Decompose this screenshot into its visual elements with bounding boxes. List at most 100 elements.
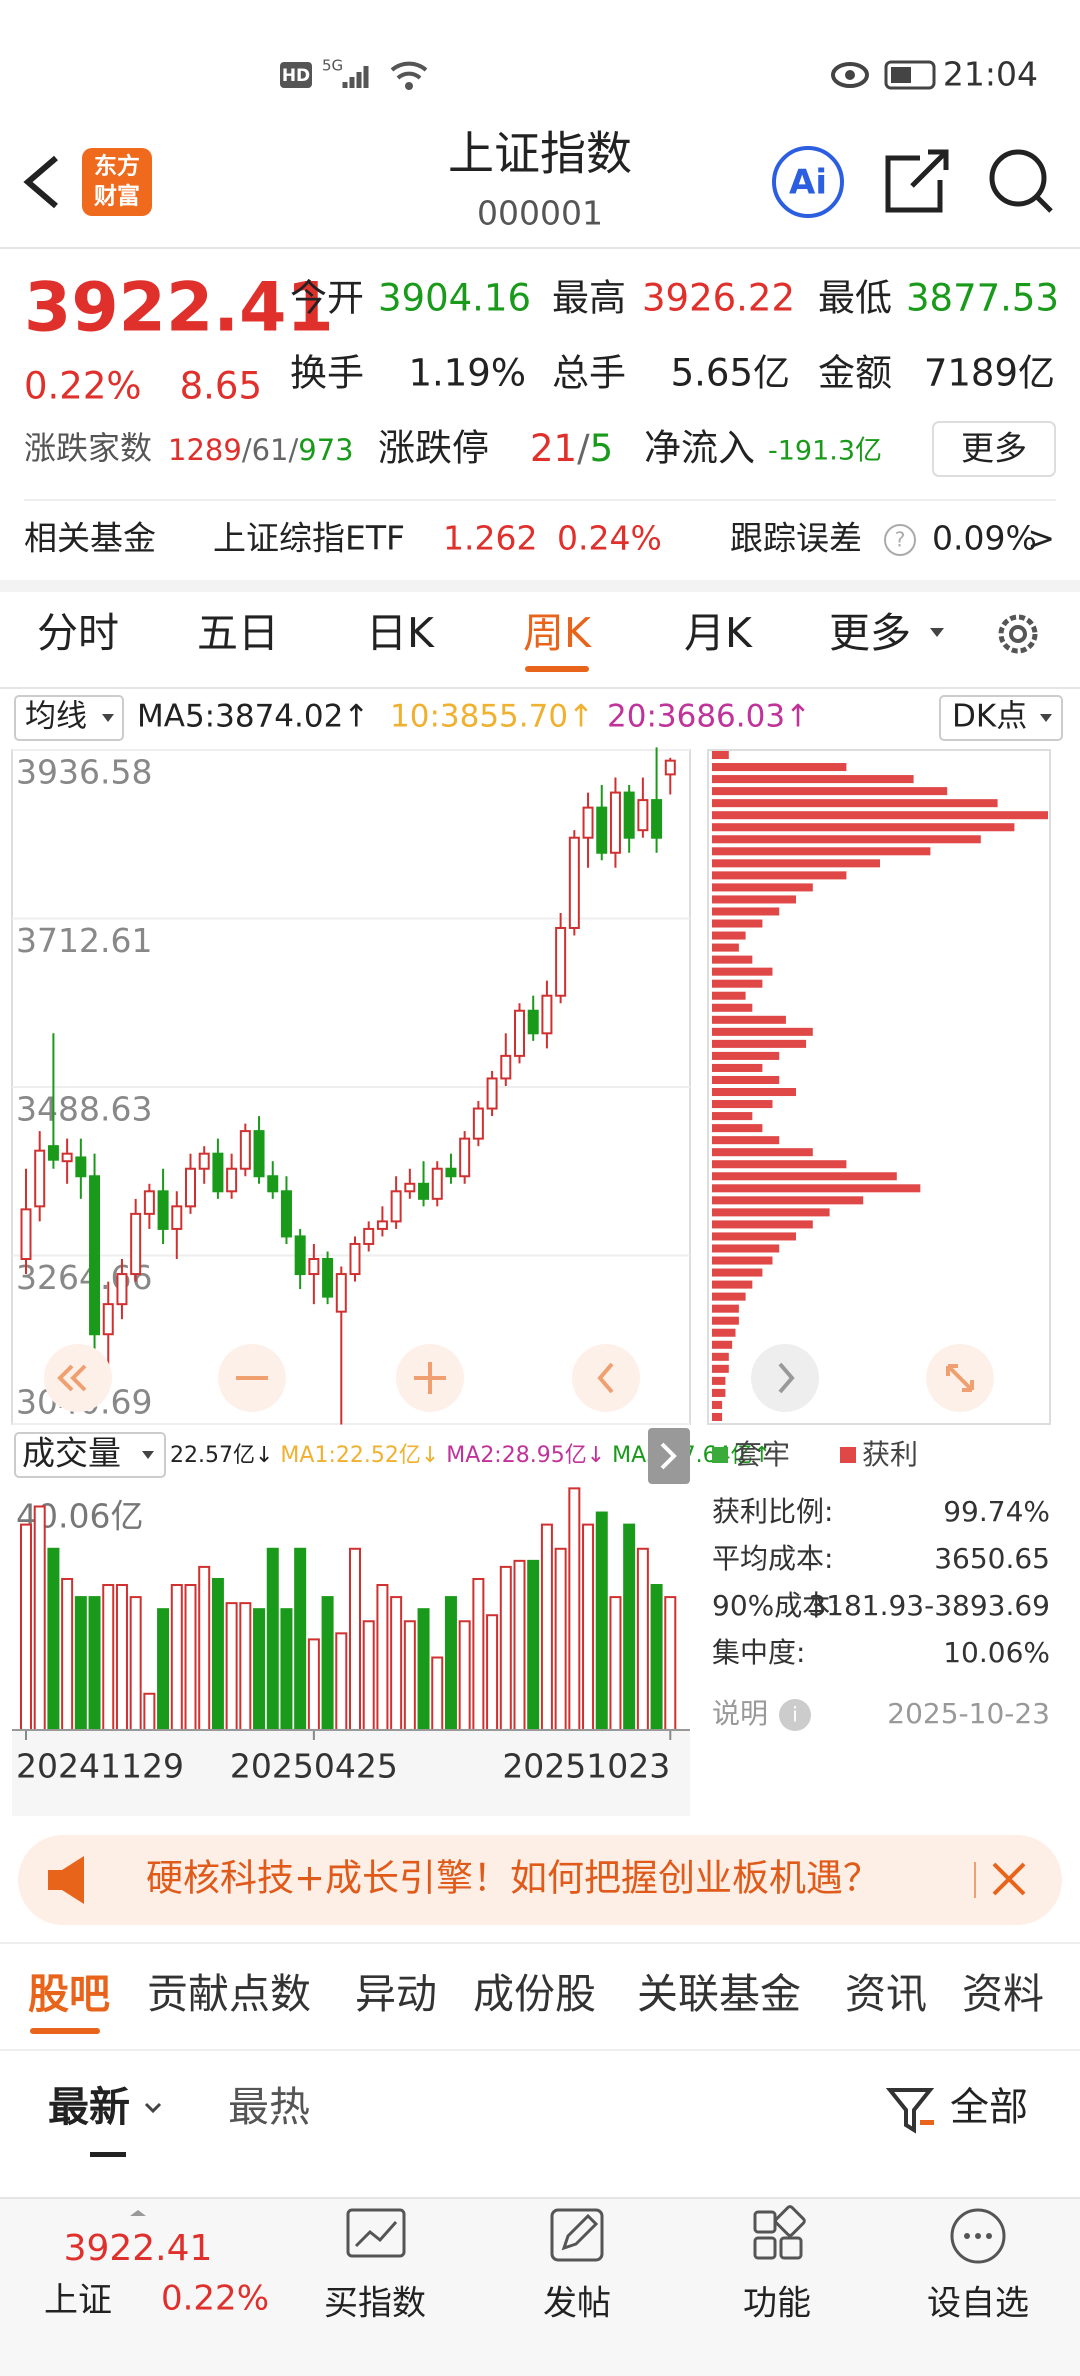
candle-body bbox=[143, 1190, 155, 1215]
sub-tab[interactable]: 资料 bbox=[962, 1970, 1044, 2018]
back[interactable] bbox=[23, 155, 58, 209]
volume-bar bbox=[349, 1547, 361, 1732]
sub-tab[interactable]: 贡献点数 bbox=[147, 1970, 311, 2018]
volume-bar bbox=[650, 1584, 663, 1731]
chip-bar bbox=[712, 1256, 773, 1265]
sub-tab[interactable]: 资讯 bbox=[845, 1970, 927, 2018]
low: 3877.53 bbox=[906, 277, 1059, 320]
candle-body bbox=[623, 791, 635, 839]
stat-label: 集中度: bbox=[712, 1636, 805, 1669]
volume-legend: 22.57亿↓ MA1:22.52亿↓ MA2:28.95亿↓ MA3:27.6… bbox=[170, 1443, 771, 1468]
chip-bar bbox=[712, 751, 729, 760]
tab[interactable]: 日K bbox=[366, 609, 435, 657]
chip-bar bbox=[712, 1328, 736, 1337]
nav-item[interactable]: 发帖 bbox=[543, 2284, 611, 2324]
volume-bar bbox=[266, 1547, 279, 1732]
chip-bar bbox=[712, 1039, 807, 1048]
title: 上证指数 bbox=[448, 127, 632, 181]
chip-bar bbox=[712, 1280, 753, 1289]
button[interactable] bbox=[572, 1344, 640, 1412]
nav-item[interactable]: 买指数 bbox=[324, 2284, 426, 2324]
candle-body bbox=[472, 1107, 484, 1140]
expand[interactable] bbox=[648, 1428, 690, 1484]
chip-bar bbox=[712, 979, 763, 988]
volume-bar bbox=[431, 1656, 444, 1732]
nav-item[interactable]: 功能 bbox=[743, 2284, 811, 2324]
sort-latest[interactable]: 最新 bbox=[48, 2083, 130, 2131]
candle-body bbox=[226, 1167, 238, 1193]
label: 跟踪误差 bbox=[730, 519, 862, 558]
button[interactable] bbox=[751, 1344, 819, 1412]
sub-tab[interactable]: 关联基金 bbox=[637, 1970, 801, 2018]
volume-bar bbox=[157, 1608, 170, 1732]
chip-bar bbox=[712, 1003, 753, 1012]
volume-bar bbox=[321, 1596, 334, 1732]
chip-bar bbox=[712, 883, 813, 892]
volume-bar bbox=[115, 1584, 128, 1731]
chip-bar bbox=[712, 991, 746, 1000]
label: 总手 bbox=[552, 352, 626, 395]
nav-item[interactable]: 设自选 bbox=[927, 2284, 1029, 2324]
fund-row: 相关基金 上证综指ETF 1.262 0.24% 跟踪误差 ? 0.09% > bbox=[0, 519, 1080, 592]
volume-bar bbox=[376, 1584, 389, 1731]
chip-bar bbox=[712, 787, 948, 796]
tab[interactable]: 五日 bbox=[197, 609, 279, 657]
chip-bar bbox=[712, 835, 981, 844]
chip-bar bbox=[712, 1352, 729, 1361]
volume-bar bbox=[554, 1547, 567, 1732]
flow: -191.3亿 bbox=[768, 436, 882, 467]
search[interactable] bbox=[989, 149, 1047, 207]
legend: MA1:22.52亿↓ bbox=[280, 1443, 439, 1468]
tab-active[interactable]: 周K bbox=[523, 609, 592, 657]
volume-bar bbox=[664, 1596, 677, 1732]
volume-bar bbox=[636, 1547, 649, 1732]
stat-label: 获利比例: bbox=[712, 1495, 833, 1528]
indicator-select[interactable] bbox=[939, 695, 1063, 741]
ai-button[interactable] bbox=[772, 146, 844, 218]
candle-body bbox=[185, 1167, 196, 1208]
candle-body bbox=[20, 1208, 32, 1261]
chip-bar bbox=[712, 1172, 897, 1181]
header: 东方 财富 上证指数 000001 Ai bbox=[0, 127, 1080, 249]
share[interactable] bbox=[885, 149, 949, 213]
chip-bar bbox=[712, 895, 796, 904]
banner[interactable]: 硬核科技+成长引擎！如何把握创业板机遇？ bbox=[18, 1835, 1062, 1925]
tab[interactable]: 更多 bbox=[829, 609, 911, 657]
volume-bar bbox=[527, 1559, 540, 1732]
sub-tab[interactable]: 异动 bbox=[355, 1970, 437, 2018]
sub-tab[interactable]: 股吧 bbox=[28, 1970, 110, 2018]
volume-bar bbox=[403, 1620, 416, 1731]
more-button[interactable] bbox=[932, 421, 1056, 477]
ma-select[interactable] bbox=[14, 695, 124, 741]
stat-value: 99.74% bbox=[943, 1495, 1050, 1528]
note: 说明 bbox=[712, 1697, 768, 1730]
candle-body bbox=[431, 1167, 443, 1200]
chip-bar bbox=[712, 931, 746, 940]
chip-bar bbox=[712, 1208, 830, 1217]
more: 更多 bbox=[961, 429, 1027, 468]
candle-body bbox=[609, 791, 621, 854]
down: 973 bbox=[298, 433, 353, 467]
candle-body bbox=[349, 1242, 361, 1276]
button[interactable] bbox=[44, 1344, 112, 1412]
chip-bar bbox=[712, 1364, 729, 1373]
indicator: DK点 bbox=[952, 699, 1027, 735]
arrow: > bbox=[1027, 519, 1055, 558]
volume-bar bbox=[417, 1608, 430, 1732]
tab[interactable]: 月K bbox=[684, 609, 753, 657]
chip-bar bbox=[712, 871, 847, 880]
close[interactable] bbox=[992, 1862, 1026, 1896]
tab[interactable]: 分时 bbox=[37, 609, 119, 657]
label: 今开 bbox=[290, 277, 364, 320]
chip-bar bbox=[712, 1268, 763, 1277]
chip-bar bbox=[712, 955, 753, 964]
limits: 21/5 bbox=[530, 427, 613, 470]
legend: 套牢 bbox=[734, 1438, 790, 1471]
volume-bar bbox=[61, 1577, 74, 1732]
sub-tab[interactable]: 成份股 bbox=[473, 1970, 596, 2018]
filter[interactable]: 全部 bbox=[950, 2086, 1028, 2131]
sort-hot[interactable]: 最热 bbox=[228, 2083, 310, 2131]
volume-select[interactable] bbox=[14, 1432, 166, 1478]
candle-body bbox=[459, 1137, 471, 1178]
